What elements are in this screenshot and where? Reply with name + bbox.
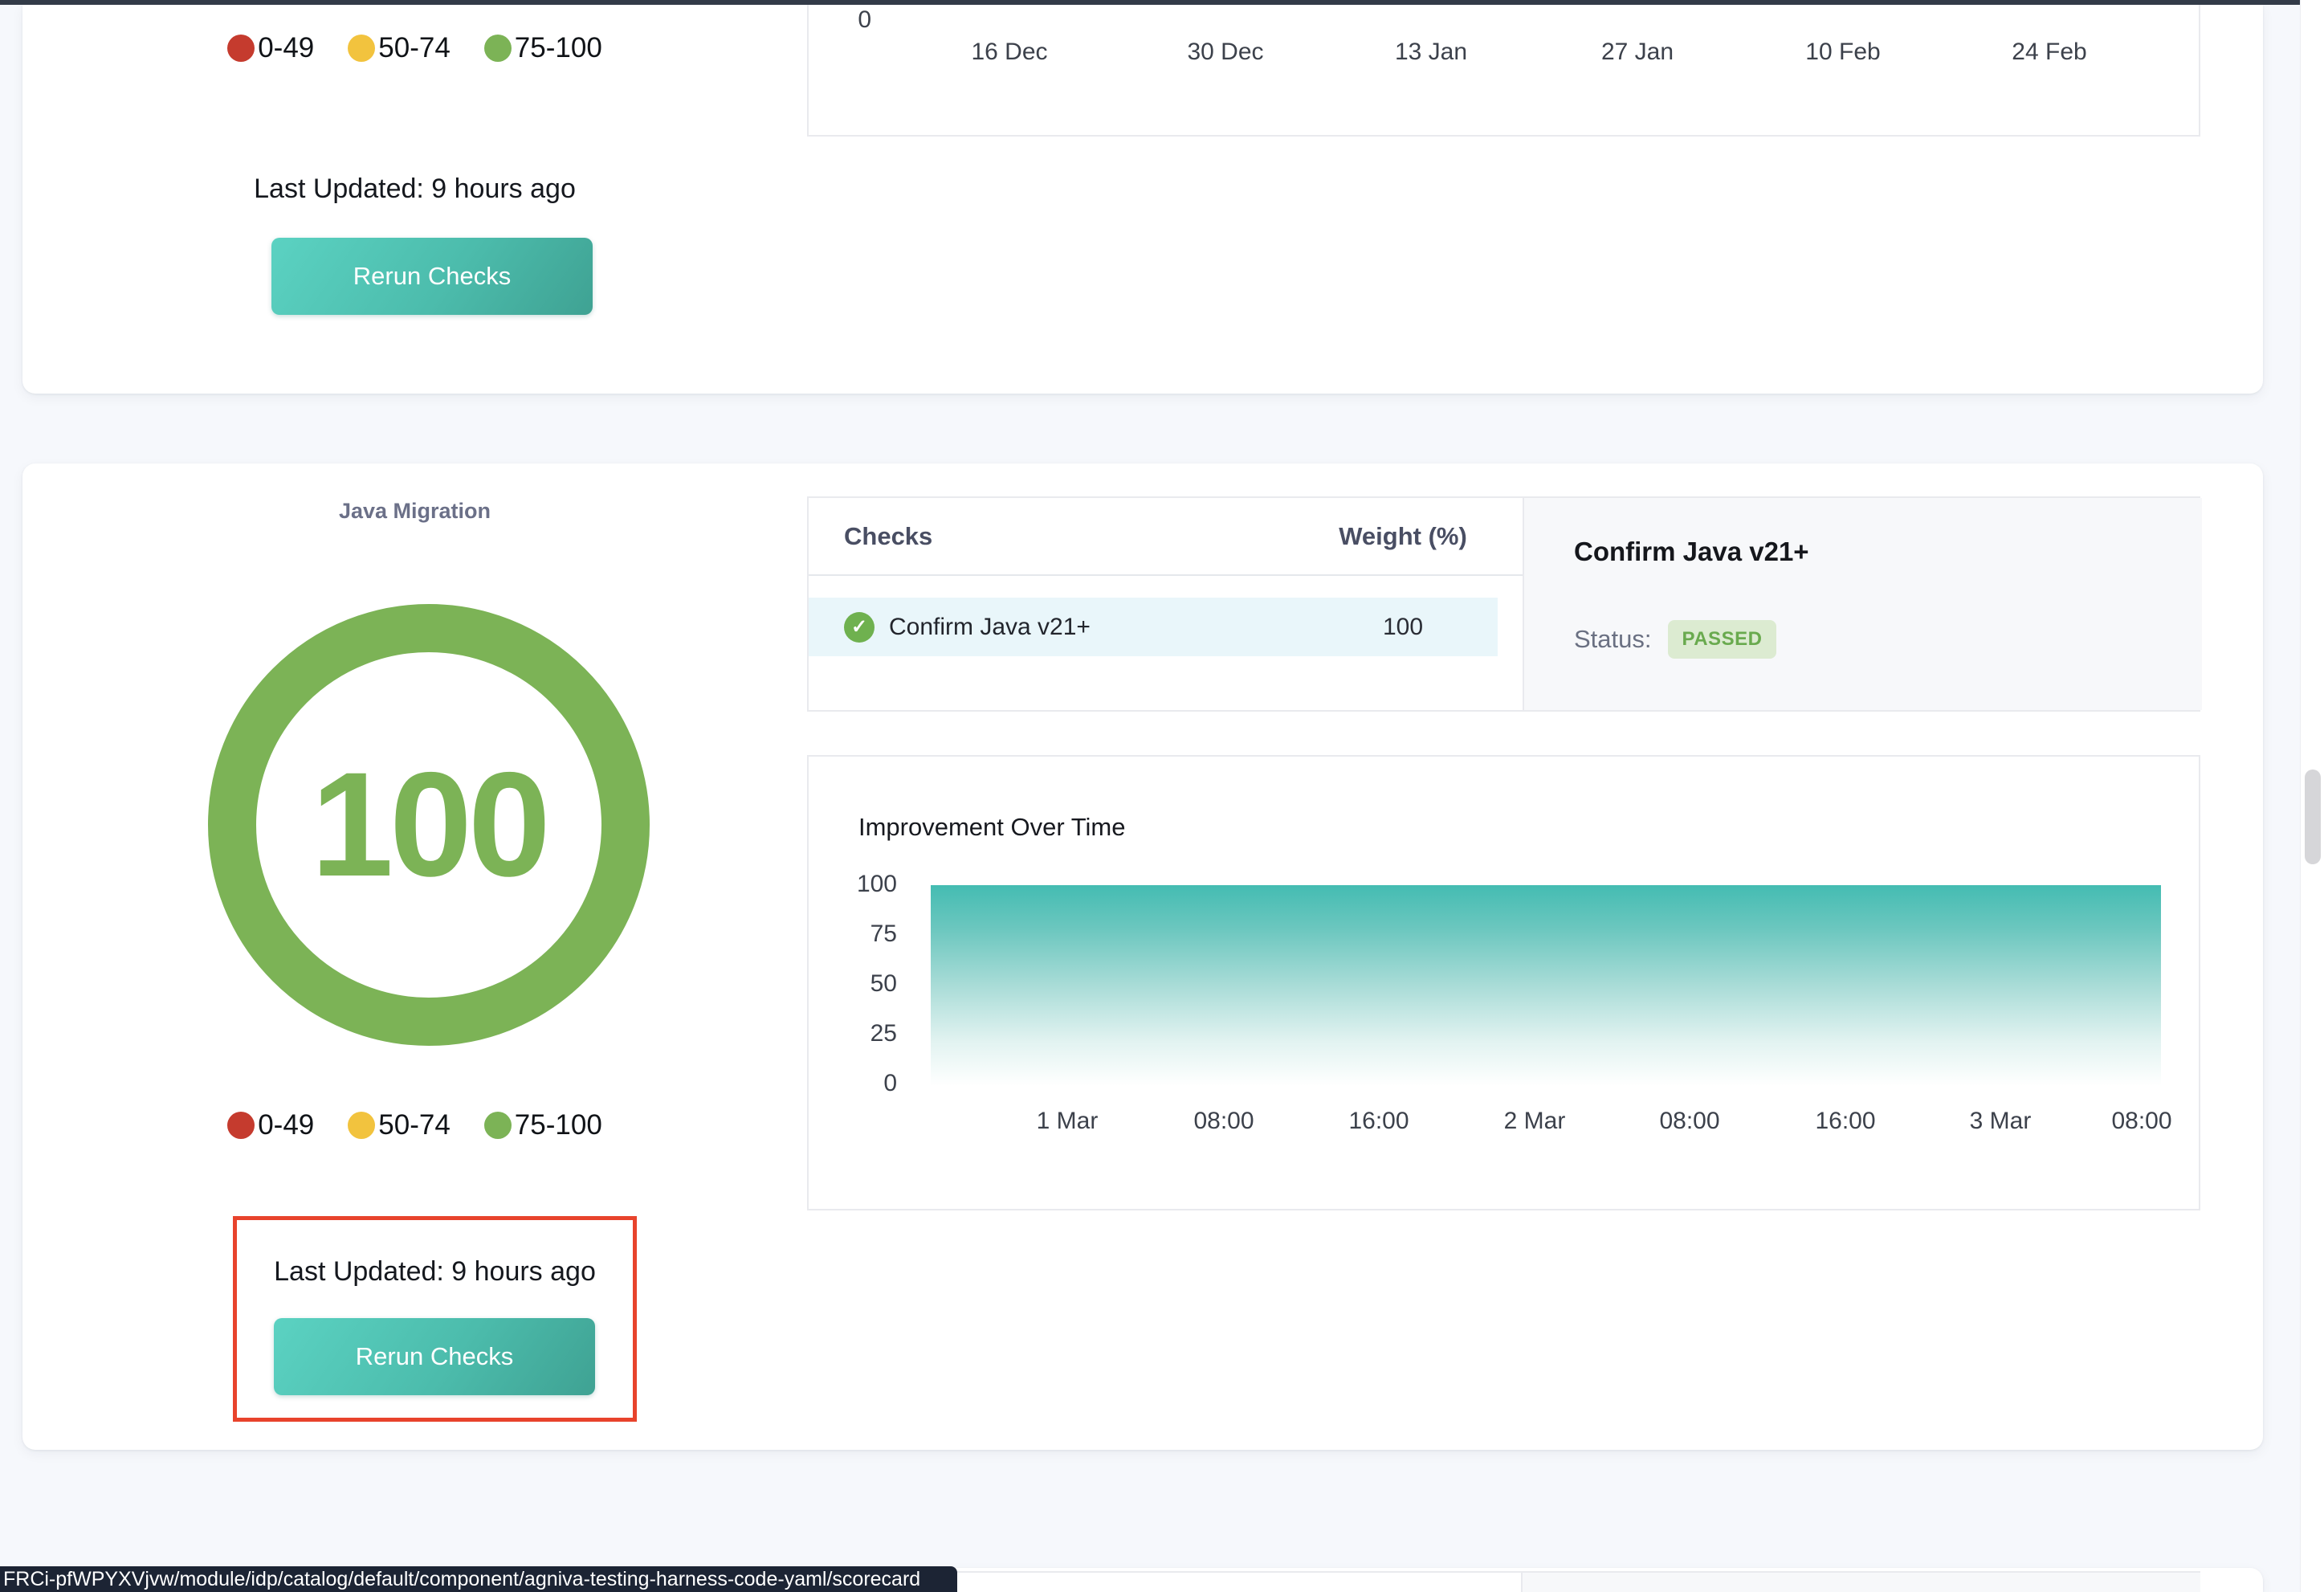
trend-chart-cropped: 0 16 Dec 30 Dec 13 Jan 27 Jan 10 Feb 24 Feb [807, 5, 2200, 137]
x-axis-tick-label: 08:00 [1193, 1108, 1254, 1134]
legend-label: 0-49 [258, 32, 315, 63]
scorecard-title: Java Migration [338, 499, 491, 523]
last-updated-text: Last Updated: 9 hours ago [274, 1256, 596, 1287]
legend-dot [348, 35, 376, 62]
check-weight-value: 100 [1382, 613, 1424, 640]
score-legend: 0-49 50-74 75-100 [22, 32, 807, 64]
next-checks-panel-cropped [807, 1571, 2200, 1592]
check-table-row[interactable]: ✓ Confirm Java v21+ 100 [809, 598, 1498, 656]
x-axis-tick-label: 16:00 [1348, 1108, 1409, 1134]
x-axis-tick-label: 30 Dec [1187, 39, 1264, 65]
annotation-highlight-box: Last Updated: 9 hours ago Rerun Checks [233, 1216, 637, 1422]
y-axis-tick-label: 25 [870, 1020, 897, 1047]
legend-item: 75-100 [483, 32, 602, 64]
x-axis-tick-label: 16 Dec [971, 39, 1048, 65]
legend-item: 0-49 [227, 32, 314, 64]
legend-dot [483, 35, 512, 62]
column-header-checks: Checks [844, 521, 933, 550]
x-axis-tick-label: 27 Jan [1600, 39, 1674, 65]
chart-title: Improvement Over Time [858, 813, 1126, 841]
legend-dot [227, 1112, 255, 1139]
scorecard-card-java-migration: Java Migration 100 0-49 50-74 75-100 Last … [22, 463, 2263, 1450]
legend-label: 0-49 [258, 1109, 315, 1141]
legend-label: 75-100 [514, 32, 602, 63]
legend-dot [483, 1112, 512, 1139]
y-axis-tick-label: 75 [870, 921, 897, 947]
status-label: Status: [1574, 625, 1652, 653]
status-badge-passed: PASSED [1667, 620, 1777, 659]
scrollbar-thumb[interactable] [2305, 769, 2321, 864]
checks-table-header: Checks Weight (%) [809, 498, 1523, 576]
top-score-column: 0-49 50-74 75-100 Last Updated: 9 hours ag… [22, 5, 807, 394]
check-name: Confirm Java v21+ [889, 613, 1091, 640]
chart-x-axis: 1 Mar 08:00 16:00 2 Mar 08:00 16:00 3 Mar 08:00 [931, 1108, 2172, 1137]
legend-label: 50-74 [378, 1109, 451, 1141]
checks-panel: Checks Weight (%) ✓ Confirm Java v21+ 10… [807, 496, 2202, 712]
rerun-checks-button[interactable]: Rerun Checks [271, 238, 593, 315]
column-header-weight: Weight (%) [1339, 521, 1467, 550]
legend-dot [348, 1112, 376, 1139]
check-status-row: Status: PASSED [1574, 620, 1777, 659]
top-navbar-edge [0, 0, 2324, 5]
legend-label: 75-100 [514, 1109, 602, 1141]
x-axis-tick-label: 13 Jan [1394, 39, 1468, 65]
check-detail-panel: Confirm Java v21+ Status: PASSED [1523, 498, 2202, 710]
legend-item: 50-74 [348, 1109, 451, 1141]
legend-item: 50-74 [348, 32, 451, 64]
rerun-checks-button[interactable]: Rerun Checks [274, 1318, 595, 1395]
x-axis-tick-label: 1 Mar [1036, 1108, 1099, 1134]
y-axis-tick-label: 0 [883, 1070, 897, 1096]
y-axis-tick-zero: 0 [858, 6, 871, 33]
x-axis-tick-label: 2 Mar [1503, 1108, 1566, 1134]
scorecard-card-top: 0-49 50-74 75-100 Last Updated: 9 hours ag… [22, 5, 2263, 394]
x-axis-tick-label: 10 Feb [1805, 39, 1881, 65]
legend-dot [227, 35, 255, 62]
x-axis-tick-label: 3 Mar [1969, 1108, 2032, 1134]
x-axis-tick-label: 16:00 [1815, 1108, 1876, 1134]
check-circle-icon: ✓ [844, 611, 875, 643]
score-ring: 100 [208, 604, 650, 1046]
page-scrollbar[interactable] [2300, 0, 2324, 1592]
y-axis-tick-label: 50 [870, 970, 897, 997]
x-axis-tick-label: 24 Feb [2012, 39, 2087, 65]
area-series-fill [931, 885, 2161, 1086]
improvement-chart-panel: Improvement Over Time 100 75 50 25 0 1 Mar 08… [807, 755, 2200, 1210]
link-target-statusbar: FRCi-pfWPYXVjvw/module/idp/catalog/defau… [0, 1566, 957, 1592]
score-value: 100 [311, 742, 551, 908]
legend-item: 0-49 [227, 1109, 314, 1141]
legend-item: 75-100 [483, 1109, 602, 1141]
y-axis-tick-label: 100 [856, 871, 897, 897]
last-updated-text: Last Updated: 9 hours ago [254, 173, 576, 204]
x-axis-tick-label: 08:00 [1659, 1108, 1720, 1134]
java-score-column: 100 0-49 50-74 75-100 Last Updated: 9 hour… [22, 463, 807, 1450]
next-detail-panel-cropped [1521, 1573, 2200, 1592]
legend-label: 50-74 [378, 32, 451, 63]
score-legend: 0-49 50-74 75-100 [22, 1109, 807, 1141]
check-detail-title: Confirm Java v21+ [1574, 537, 1809, 566]
x-axis-tick-label: 08:00 [2111, 1108, 2172, 1134]
